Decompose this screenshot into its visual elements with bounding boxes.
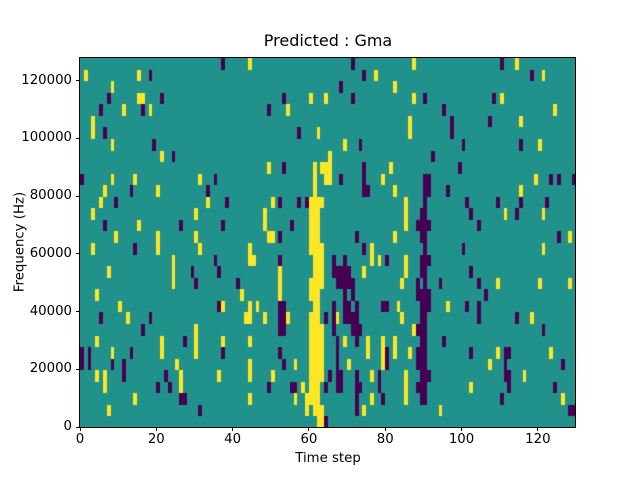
y-tick-mark [76, 426, 80, 428]
y-tick-label: 120000 [21, 72, 72, 88]
y-tick-mark [76, 311, 80, 313]
y-axis-label: Frequency (Hz) [12, 191, 28, 293]
x-tick-label: 100 [448, 432, 475, 448]
x-axis-label: Time step [295, 451, 361, 466]
x-tick-label: 40 [224, 432, 242, 448]
y-tick-label: 0 [63, 419, 72, 435]
x-tick-label: 80 [376, 432, 394, 448]
x-tick-label: 0 [75, 432, 85, 448]
y-tick-mark [76, 195, 80, 197]
x-tick-mark [384, 427, 386, 432]
x-tick-mark [308, 427, 310, 432]
x-tick-mark [461, 427, 463, 432]
y-tick-mark [76, 80, 80, 82]
y-tick-mark [76, 137, 80, 139]
y-tick-label: 20000 [29, 361, 72, 377]
x-tick-mark [232, 427, 234, 432]
x-tick-mark [537, 427, 539, 432]
x-tick-label: 120 [525, 432, 551, 448]
x-tick-mark [79, 427, 81, 432]
heatmap-canvas [80, 58, 576, 428]
y-tick-label: 80000 [29, 188, 72, 204]
y-tick-mark [76, 368, 80, 370]
y-tick-mark [76, 253, 80, 255]
y-tick-label: 100000 [21, 130, 72, 146]
x-tick-label: 60 [300, 432, 318, 448]
y-tick-label: 40000 [29, 303, 72, 319]
x-tick-label: 20 [147, 432, 165, 448]
x-tick-mark [155, 427, 157, 432]
y-tick-label: 60000 [29, 245, 72, 261]
chart-title: Predicted : Gma [263, 31, 393, 50]
